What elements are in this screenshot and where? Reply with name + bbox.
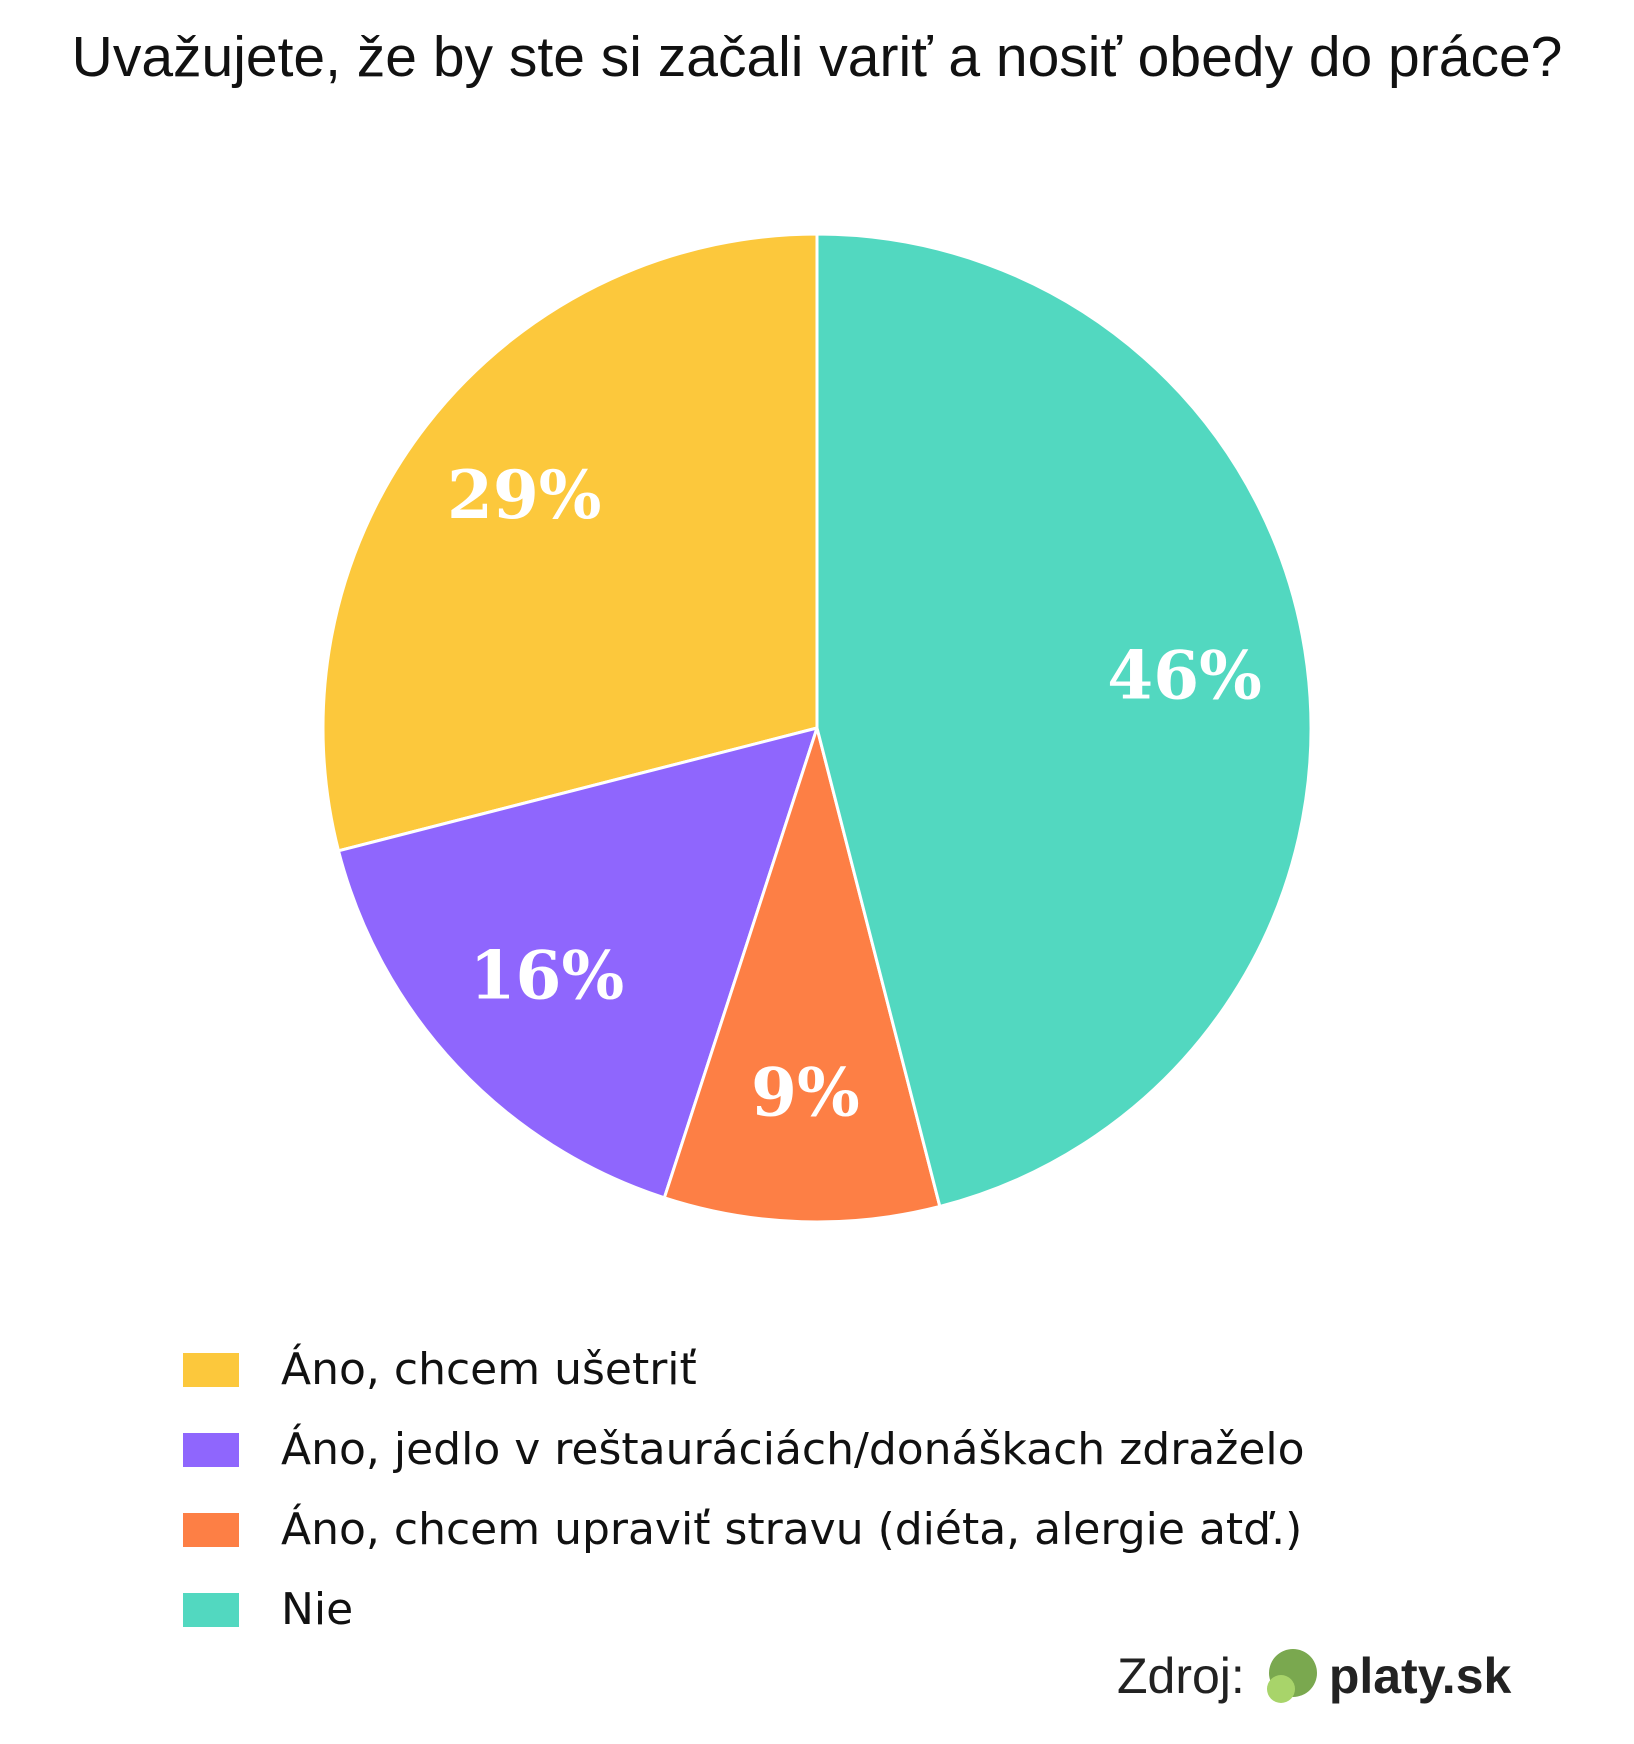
source-name: platy.sk — [1328, 1648, 1512, 1704]
legend-item: Nie — [183, 1585, 1305, 1635]
legend-swatch — [183, 1433, 239, 1467]
legend-item: Áno, chcem ušetriť — [183, 1345, 1305, 1395]
chart-title: Uvažujete, že by ste si začali variť a n… — [71, 25, 1563, 89]
legend-item: Áno, chcem upraviť stravu (diéta, alergi… — [183, 1505, 1305, 1555]
legend-label: Nie — [281, 1584, 354, 1635]
logo — [1266, 1649, 1317, 1703]
legend-item: Áno, jedlo v reštauráciách/donáškach zdr… — [183, 1425, 1305, 1475]
legend-label: Áno, jedlo v reštauráciách/donáškach zdr… — [281, 1424, 1305, 1475]
pie-slice — [321, 232, 819, 853]
legend-label: Áno, chcem ušetriť — [281, 1344, 697, 1395]
pie-slice — [336, 725, 820, 1200]
chart: 29% 16% 9% 46% — [321, 232, 1313, 1224]
pie-slice — [662, 722, 942, 1224]
value-label: 9% — [751, 1053, 860, 1131]
legend-swatch — [183, 1593, 239, 1627]
legend-label: Áno, chcem upraviť stravu (diéta, alergi… — [281, 1504, 1303, 1555]
legend: Áno, chcem ušetriť Áno, jedlo v reštaurác… — [183, 1345, 1305, 1665]
value-label: 16% — [470, 937, 625, 1015]
source-label: Zdroj: — [1117, 1648, 1245, 1704]
legend-swatch — [183, 1353, 239, 1387]
legend-swatch — [183, 1513, 239, 1547]
value-label: 46% — [1107, 637, 1262, 715]
source: Zdroj: platy.sk — [1117, 1645, 1511, 1707]
value-label: 29% — [447, 456, 602, 534]
pie-slice — [815, 232, 1313, 1209]
